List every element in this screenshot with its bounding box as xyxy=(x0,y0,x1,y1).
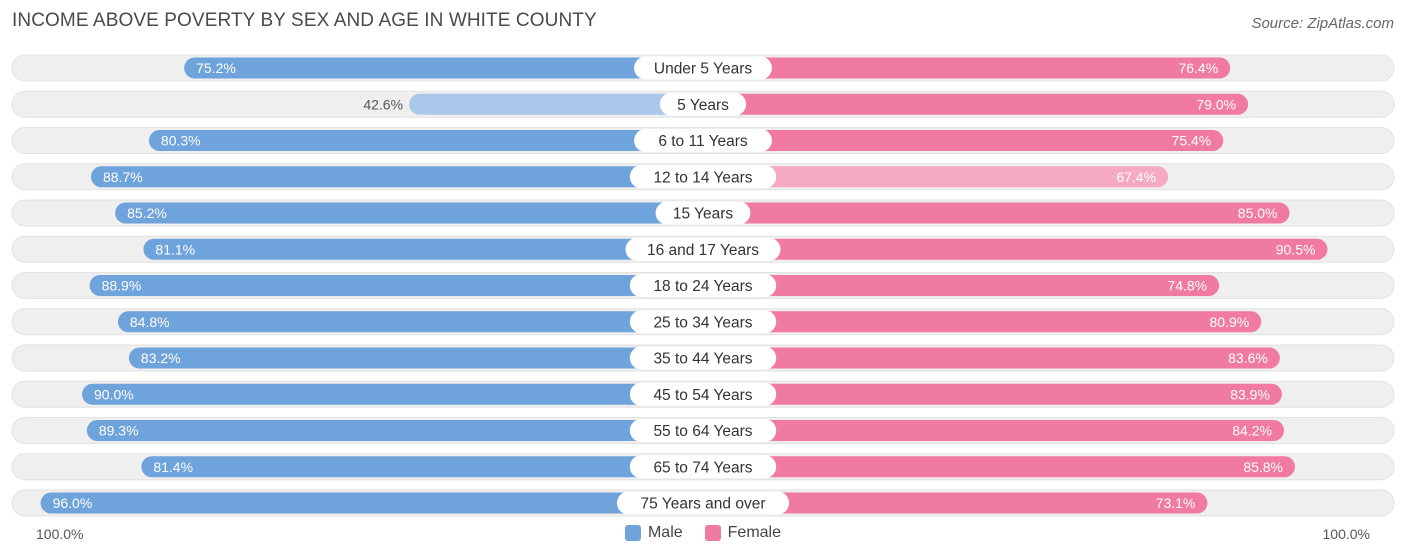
female-value-label: 85.8% xyxy=(1243,459,1283,475)
category-label: 25 to 34 Years xyxy=(653,314,752,331)
male-value-label: 80.3% xyxy=(161,133,201,149)
axis-left-label: 100.0% xyxy=(36,526,84,542)
female-value-label: 73.1% xyxy=(1156,495,1196,511)
chart-svg: 75.2% 76.4% Under 5 Years 42.6% 79.0% 5 Years… xyxy=(11,54,1395,517)
male-bar xyxy=(82,383,703,405)
male-bar xyxy=(143,238,703,260)
category-label: 18 to 24 Years xyxy=(653,278,752,295)
female-bar xyxy=(703,420,1284,441)
male-value-label: 42.6% xyxy=(363,96,403,112)
category-pill xyxy=(634,56,772,80)
male-value-label: 81.1% xyxy=(155,241,195,257)
legend-swatch-female xyxy=(704,525,721,541)
legend-item-male[interactable]: Male xyxy=(624,524,683,542)
male-bar xyxy=(148,130,703,151)
male-bar xyxy=(115,202,704,224)
male-value-label: 84.8% xyxy=(130,314,170,330)
female-value-label: 83.9% xyxy=(1230,386,1270,402)
male-value-label: 75.2% xyxy=(196,60,236,76)
female-bar xyxy=(703,275,1220,296)
legend-label-male: Male xyxy=(647,524,683,541)
female-value-label: 85.0% xyxy=(1238,205,1278,221)
axis-right-label: 100.0% xyxy=(1322,526,1370,542)
male-value-label: 90.0% xyxy=(94,386,134,402)
male-bar xyxy=(128,347,704,369)
male-value-label: 96.0% xyxy=(53,495,93,511)
category-pill xyxy=(629,419,777,442)
category-label: 75 Years and over xyxy=(641,496,766,513)
female-value-label: 76.4% xyxy=(1178,60,1218,76)
female-value-label: 90.5% xyxy=(1276,241,1316,257)
male-bar xyxy=(141,456,704,478)
category-label: 35 to 44 Years xyxy=(653,351,752,368)
male-bar xyxy=(409,93,703,115)
male-value-label: 88.7% xyxy=(103,169,143,185)
male-bar xyxy=(40,492,704,514)
legend-item-female[interactable]: Female xyxy=(704,524,782,542)
male-bar xyxy=(89,275,704,296)
female-bar xyxy=(703,492,1208,514)
category-pill xyxy=(616,491,790,515)
chart-title: INCOME ABOVE POVERTY BY SEX AND AGE IN W… xyxy=(12,10,597,31)
female-bar xyxy=(703,166,1169,188)
male-value-label: 89.3% xyxy=(99,423,139,439)
female-value-label: 74.8% xyxy=(1167,278,1207,294)
category-label: 55 to 64 Years xyxy=(653,423,752,440)
category-pill xyxy=(629,165,777,189)
female-value-label: 79.0% xyxy=(1196,96,1236,112)
category-label: Under 5 Years xyxy=(654,61,752,78)
male-value-label: 85.2% xyxy=(127,205,167,221)
female-value-label: 84.2% xyxy=(1232,423,1272,439)
female-bar xyxy=(703,383,1282,405)
category-pill xyxy=(625,237,781,261)
female-value-label: 80.9% xyxy=(1210,314,1250,330)
category-label: 16 and 17 Years xyxy=(647,242,759,259)
female-value-label: 75.4% xyxy=(1172,133,1212,149)
female-bar xyxy=(703,347,1280,369)
legend-swatch-male xyxy=(624,525,641,541)
female-bar xyxy=(703,130,1224,151)
category-pill xyxy=(629,455,777,479)
category-pill xyxy=(629,382,777,406)
male-value-label: 83.2% xyxy=(141,350,181,366)
category-label: 5 Years xyxy=(677,97,729,114)
legend-label-female: Female xyxy=(727,524,782,541)
source-label: Source: ZipAtlas.com xyxy=(1251,15,1394,32)
category-pill xyxy=(655,201,751,225)
female-value-label: 67.4% xyxy=(1116,169,1156,185)
category-pill xyxy=(659,92,747,116)
male-bar xyxy=(86,420,703,441)
female-bar xyxy=(703,456,1296,478)
category-label: 15 Years xyxy=(673,206,734,223)
female-bar xyxy=(703,93,1249,115)
female-value-label: 83.6% xyxy=(1228,350,1268,366)
female-bar xyxy=(703,311,1262,333)
category-pill xyxy=(634,129,772,152)
category-pill xyxy=(629,346,777,370)
category-label: 6 to 11 Years xyxy=(658,133,748,150)
female-bar xyxy=(703,202,1290,224)
category-pill xyxy=(629,310,777,334)
category-label: 12 to 14 Years xyxy=(653,169,752,186)
female-bar xyxy=(703,57,1231,79)
legend: Male Female xyxy=(0,524,1406,542)
male-bar xyxy=(184,57,703,79)
category-label: 45 to 54 Years xyxy=(653,387,752,404)
male-bar xyxy=(90,166,704,188)
male-value-label: 81.4% xyxy=(153,459,193,475)
category-pill xyxy=(629,274,777,297)
category-label: 65 to 74 Years xyxy=(653,459,752,476)
male-value-label: 88.9% xyxy=(102,278,142,294)
female-bar xyxy=(703,238,1328,260)
male-bar xyxy=(117,311,703,333)
